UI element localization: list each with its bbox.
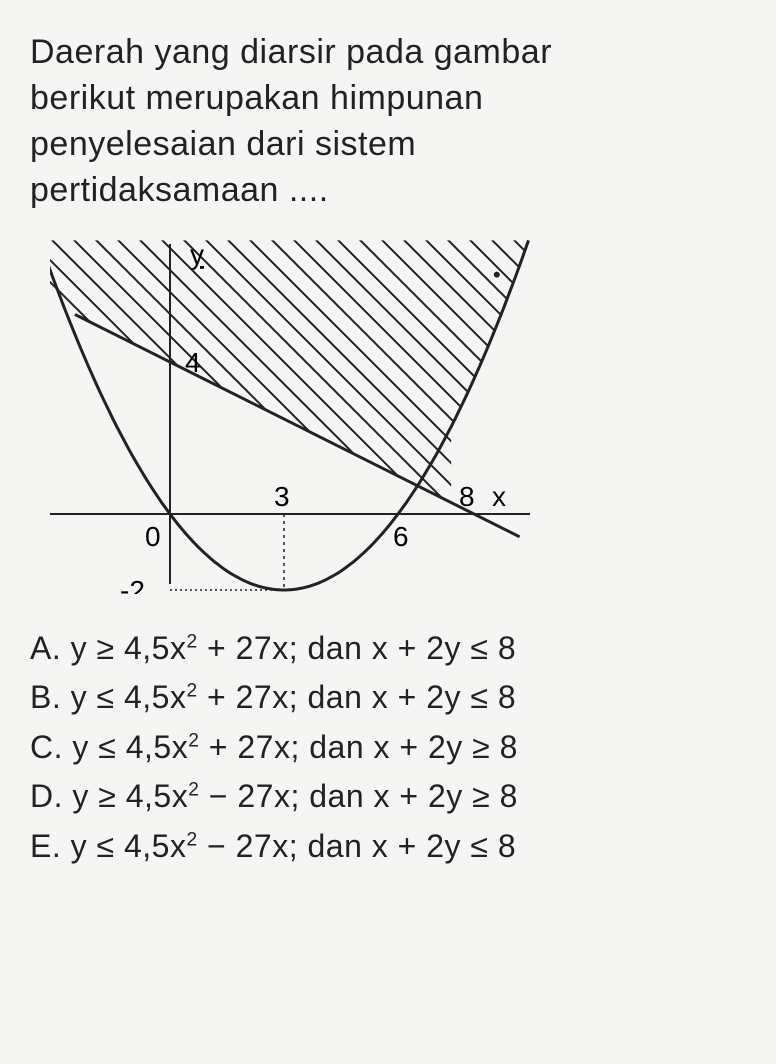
option-d-exp: 2 [188, 780, 199, 801]
question-line-3: penyelesaian dari sistem [30, 122, 746, 168]
option-c-part2: + 27x; dan x + 2y ≥ 8 [199, 729, 518, 765]
option-e: E. y ≤ 4,5x2 − 27x; dan x + 2y ≤ 8 [30, 822, 746, 872]
chart-svg: y x 0 3 6 8 4 -2 [50, 234, 530, 594]
svg-text:x: x [492, 481, 506, 512]
option-d-part1: y ≥ 4,5x [72, 778, 188, 814]
svg-text:-2: -2 [120, 575, 145, 594]
option-a-prefix: A. [30, 630, 71, 666]
option-d-part2: − 27x; dan x + 2y ≥ 8 [199, 778, 518, 814]
svg-text:3: 3 [274, 481, 290, 512]
svg-text:y: y [190, 239, 204, 270]
option-b-prefix: B. [30, 679, 71, 715]
chart-figure: y x 0 3 6 8 4 -2 [50, 234, 530, 594]
svg-text:0: 0 [145, 521, 161, 552]
svg-text:8: 8 [459, 481, 475, 512]
question-line-4: pertidaksamaan .... [30, 168, 746, 214]
svg-text:6: 6 [393, 521, 409, 552]
option-e-prefix: E. [30, 828, 71, 864]
answer-options: A. y ≥ 4,5x2 + 27x; dan x + 2y ≤ 8 B. y … [30, 624, 746, 872]
option-b: B. y ≤ 4,5x2 + 27x; dan x + 2y ≤ 8 [30, 673, 746, 723]
option-c-exp: 2 [188, 730, 199, 751]
option-b-exp: 2 [186, 681, 197, 702]
option-a-part1: y ≥ 4,5x [71, 630, 187, 666]
svg-text:4: 4 [185, 347, 201, 378]
option-a-part2: + 27x; dan x + 2y ≤ 8 [198, 630, 517, 666]
option-b-part1: y ≤ 4,5x [71, 679, 187, 715]
option-d-prefix: D. [30, 778, 72, 814]
option-b-part2: + 27x; dan x + 2y ≤ 8 [198, 679, 517, 715]
option-e-part2: − 27x; dan x + 2y ≤ 8 [198, 828, 517, 864]
option-e-part1: y ≤ 4,5x [71, 828, 187, 864]
question-line-2: berikut merupakan himpunan [30, 76, 746, 122]
option-d: D. y ≥ 4,5x2 − 27x; dan x + 2y ≥ 8 [30, 772, 746, 822]
option-a-exp: 2 [186, 631, 197, 652]
question-line-1: Daerah yang diarsir pada gambar [30, 30, 746, 76]
option-c-part1: y ≤ 4,5x [72, 729, 188, 765]
option-a: A. y ≥ 4,5x2 + 27x; dan x + 2y ≤ 8 [30, 624, 746, 674]
option-e-exp: 2 [186, 829, 197, 850]
option-c-prefix: C. [30, 729, 72, 765]
option-c: C. y ≤ 4,5x2 + 27x; dan x + 2y ≥ 8 [30, 723, 746, 773]
question-text-block: Daerah yang diarsir pada gambar berikut … [30, 30, 746, 214]
